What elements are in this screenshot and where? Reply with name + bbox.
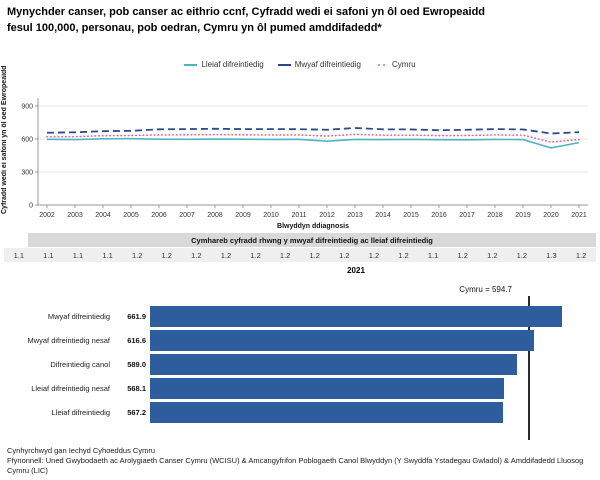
ratio-value: 1.2 (398, 251, 409, 260)
legend-label: Cymru (391, 60, 416, 69)
ratio-strip-header: Cymhareb cyfradd rhwng y mwyaf difreinti… (28, 233, 596, 247)
legend-item-cymru: Cymru (375, 60, 416, 69)
svg-text:2013: 2013 (347, 212, 363, 219)
bar-row: Mwyaf difreintiedig 661.9 (8, 304, 562, 328)
bar-row: Lleiaf difreintiedig nesaf 568.1 (8, 376, 562, 400)
bar-category-label: Mwyaf difreintiedig nesaf (27, 335, 110, 345)
ratio-values-row: 1.1 1.1 1.1 1.1 1.2 1.2 1.2 1.2 1.2 1.2 1.2 1.2 1.2 1… (4, 248, 596, 262)
cymru-reference-label: Cymru = 594.7 (459, 285, 512, 294)
bar (150, 353, 517, 375)
line-chart: 0 300 600 900 2002 2003 2004 2005 2006 2007 2008 20… (21, 98, 588, 230)
cymru-line-swatch (375, 63, 388, 66)
ratio-value: 1.2 (220, 251, 232, 260)
bar-category-label: Lleiaf difreintiedig (51, 407, 110, 417)
ratio-value: 1.2 (250, 251, 261, 260)
ratio-value: 1.2 (487, 251, 498, 260)
footer: Cynhyrchwyd gan Iechyd Cyhoeddus Cymru F… (7, 446, 597, 475)
source-text: Ffynonnell: Uned Gwybodaeth ac Arolygiae… (7, 456, 584, 475)
svg-text:2017: 2017 (459, 212, 475, 219)
produced-by-text: Cynhyrchwyd gan Iechyd Cyhoeddus Cymru (7, 446, 155, 455)
page-title-line2: fesul 100,000, personau, pob oedran, Cym… (7, 21, 382, 34)
bar-category-label: Lleiaf difreintiedig nesaf (31, 383, 110, 393)
bar-value-label: 567.2 (127, 407, 146, 417)
svg-text:2020: 2020 (543, 212, 559, 219)
line-chart-legend: Lleiaf difreintiedig Mwyaf difreintiedig… (0, 60, 600, 69)
svg-text:2019: 2019 (515, 212, 531, 219)
dot-icon (377, 63, 380, 66)
svg-text:2007: 2007 (179, 212, 195, 219)
ratio-value: 1.2 (131, 251, 143, 260)
legend-label: Lleiaf difreintiedig (201, 60, 264, 69)
bar-category-label: Difreintiedig canol (50, 359, 110, 369)
cymru-reference-line (528, 296, 531, 440)
svg-text:2010: 2010 (263, 212, 279, 219)
bar (150, 329, 534, 351)
bar (150, 401, 504, 423)
bar-value-label: 616.6 (127, 335, 146, 345)
bar-value-label: 589.0 (127, 359, 146, 369)
svg-text:300: 300 (21, 170, 33, 177)
ratio-value: 1.1 (43, 251, 54, 260)
legend-item-least-deprived: Lleiaf difreintiedig (184, 60, 264, 69)
page-title: Mynychder canser, pob canser ac eithrio … (7, 5, 593, 37)
bar-value-label: 661.9 (127, 311, 146, 321)
svg-text:2004: 2004 (95, 212, 111, 219)
bar (150, 377, 504, 399)
bar-chart-title: 2021 (347, 266, 365, 275)
svg-text:Blwyddyn ddiagnosis: Blwyddyn ddiagnosis (277, 223, 349, 230)
ratio-value: 1.2 (339, 251, 350, 260)
bar-category-label: Mwyaf difreintiedig (47, 311, 110, 321)
svg-text:2011: 2011 (291, 212, 306, 219)
bar-rows: Mwyaf difreintiedig 661.9 Mwyaf difreintie… (8, 304, 562, 424)
svg-text:2008: 2008 (207, 212, 223, 219)
ratio-value: 1.2 (516, 251, 528, 260)
bar-value-label: 568.1 (127, 383, 146, 393)
ratio-value: 1.1 (13, 251, 25, 260)
svg-text:2005: 2005 (123, 212, 139, 219)
ratio-value: 1.1 (427, 251, 439, 260)
svg-text:900: 900 (21, 104, 33, 111)
ratio-value: 1.3 (546, 251, 557, 260)
svg-text:600: 600 (21, 137, 33, 144)
svg-text:2016: 2016 (431, 212, 447, 219)
ratio-value: 1.2 (161, 251, 172, 260)
bar-row: Lleiaf difreintiedig 567.2 (8, 400, 562, 424)
ratio-value: 1.1 (102, 251, 113, 260)
most-deprived-line-swatch (277, 63, 291, 66)
ratio-value: 1.2 (457, 251, 468, 260)
ratio-value: 1.2 (368, 251, 380, 260)
bar-row: Mwyaf difreintiedig nesaf 616.6 (8, 328, 562, 352)
svg-text:2012: 2012 (319, 212, 335, 219)
svg-text:2003: 2003 (67, 212, 83, 219)
legend-item-most-deprived: Mwyaf difreintiedig (277, 60, 361, 69)
least-deprived-line-swatch (184, 63, 198, 66)
ratio-value: 1.2 (575, 251, 587, 260)
dot-icon (382, 63, 385, 66)
ratio-value: 1.2 (191, 251, 202, 260)
svg-text:2006: 2006 (151, 212, 167, 219)
svg-text:2015: 2015 (403, 212, 419, 219)
svg-text:2018: 2018 (487, 212, 503, 219)
svg-text:2009: 2009 (235, 212, 251, 219)
legend-label: Mwyaf difreintiedig (294, 60, 361, 69)
ratio-value: 1.2 (279, 251, 291, 260)
svg-text:2002: 2002 (39, 212, 55, 219)
bar-chart: 2021 Cymru = 594.7 Mwyaf difreintiedig 66… (0, 266, 600, 442)
ratio-value: 1.1 (72, 251, 84, 260)
ratio-strip: Cymhareb cyfradd rhwng y mwyaf difreinti… (4, 233, 596, 262)
bar (150, 305, 562, 327)
svg-text:0: 0 (29, 203, 33, 210)
bar-row: Difreintiedig canol 589.0 (8, 352, 562, 376)
page-title-line1: Mynychder canser, pob canser ac eithrio … (7, 6, 486, 18)
svg-text:2014: 2014 (375, 212, 391, 219)
ratio-value: 1.2 (309, 251, 320, 260)
svg-text:2021: 2021 (571, 212, 587, 219)
